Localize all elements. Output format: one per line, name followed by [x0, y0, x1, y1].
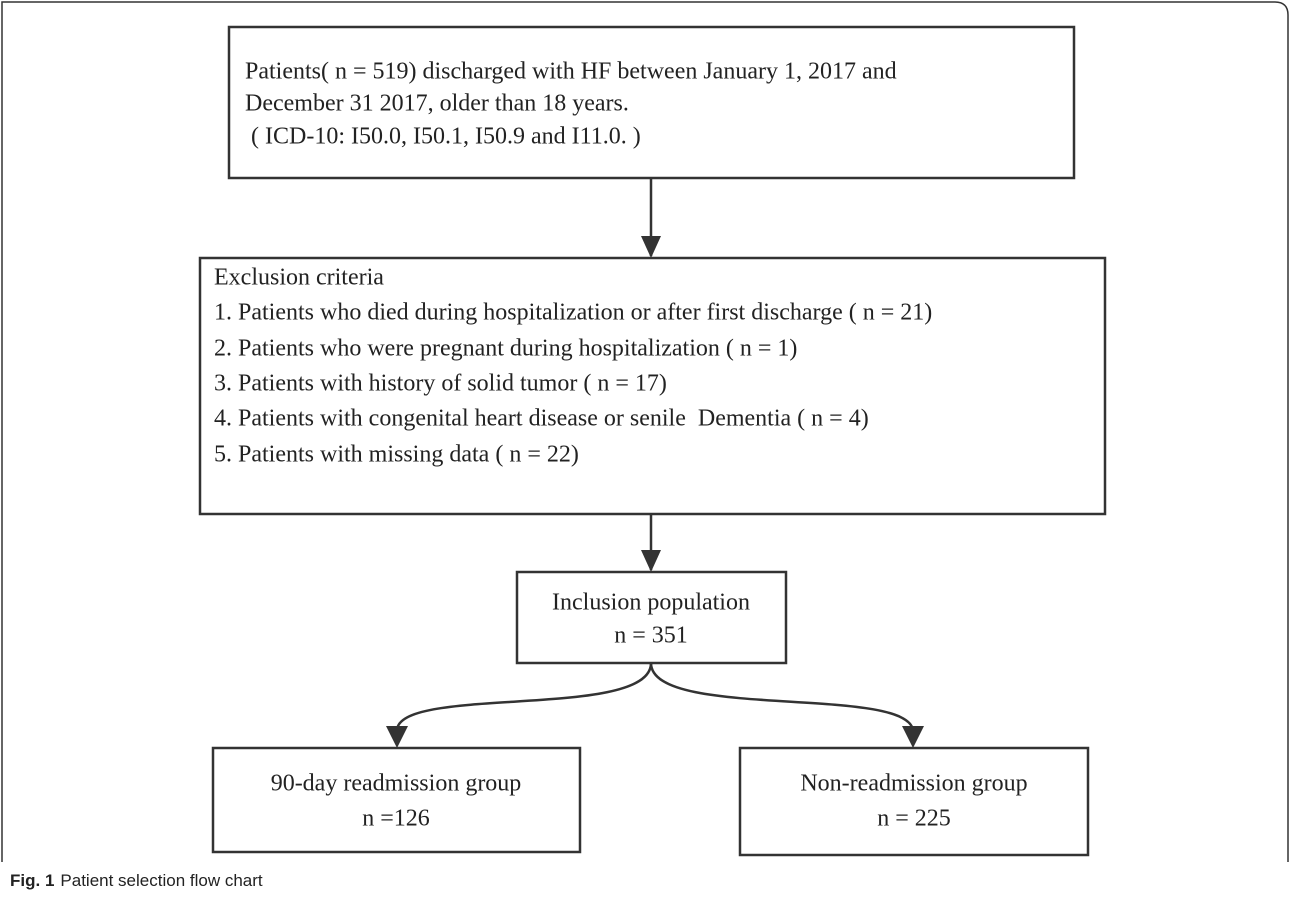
text-line: 2. Patients who were pregnant during hos… [214, 336, 797, 362]
text-line: 3. Patients with history of solid tumor … [214, 371, 667, 397]
text-line: Patients( n = 519) discharged with HF be… [245, 59, 897, 85]
text-line: 5. Patients with missing data ( n = 22) [214, 442, 579, 468]
arrowhead [902, 726, 924, 748]
text-line: ( ICD-10: I50.0, I50.1, I50.9 and I11.0.… [245, 124, 641, 150]
text-line: n = 351 [614, 623, 688, 649]
text-line: Exclusion criteria [214, 265, 384, 291]
arrowhead [641, 236, 661, 258]
arrow [649, 662, 915, 731]
box-exclusion [198, 256, 1107, 516]
text-line: 1. Patients who died during hospitalizat… [214, 300, 932, 326]
text-line: n =126 [362, 806, 430, 832]
caption-label: Fig. 1 [10, 871, 54, 890]
text-line: Inclusion population [552, 590, 750, 616]
text-line: 90-day readmission group [271, 771, 522, 797]
box-readmission [211, 746, 582, 854]
caption: Fig. 1 Patient selection flow chart [10, 871, 263, 890]
text-line: 4. Patients with congenital heart diseas… [214, 406, 869, 432]
caption-text: Patient selection flow chart [60, 871, 262, 890]
arrowhead [386, 726, 408, 748]
arrowhead [641, 550, 661, 572]
box-inclusion [515, 570, 788, 665]
text-line: n = 225 [877, 806, 951, 832]
text-line: December 31 2017, older than 18 years. [245, 91, 629, 117]
box-non-readmission [738, 746, 1090, 857]
arrow [395, 662, 653, 731]
text-line: Non-readmission group [800, 771, 1027, 797]
frame [1, 1, 1289, 862]
